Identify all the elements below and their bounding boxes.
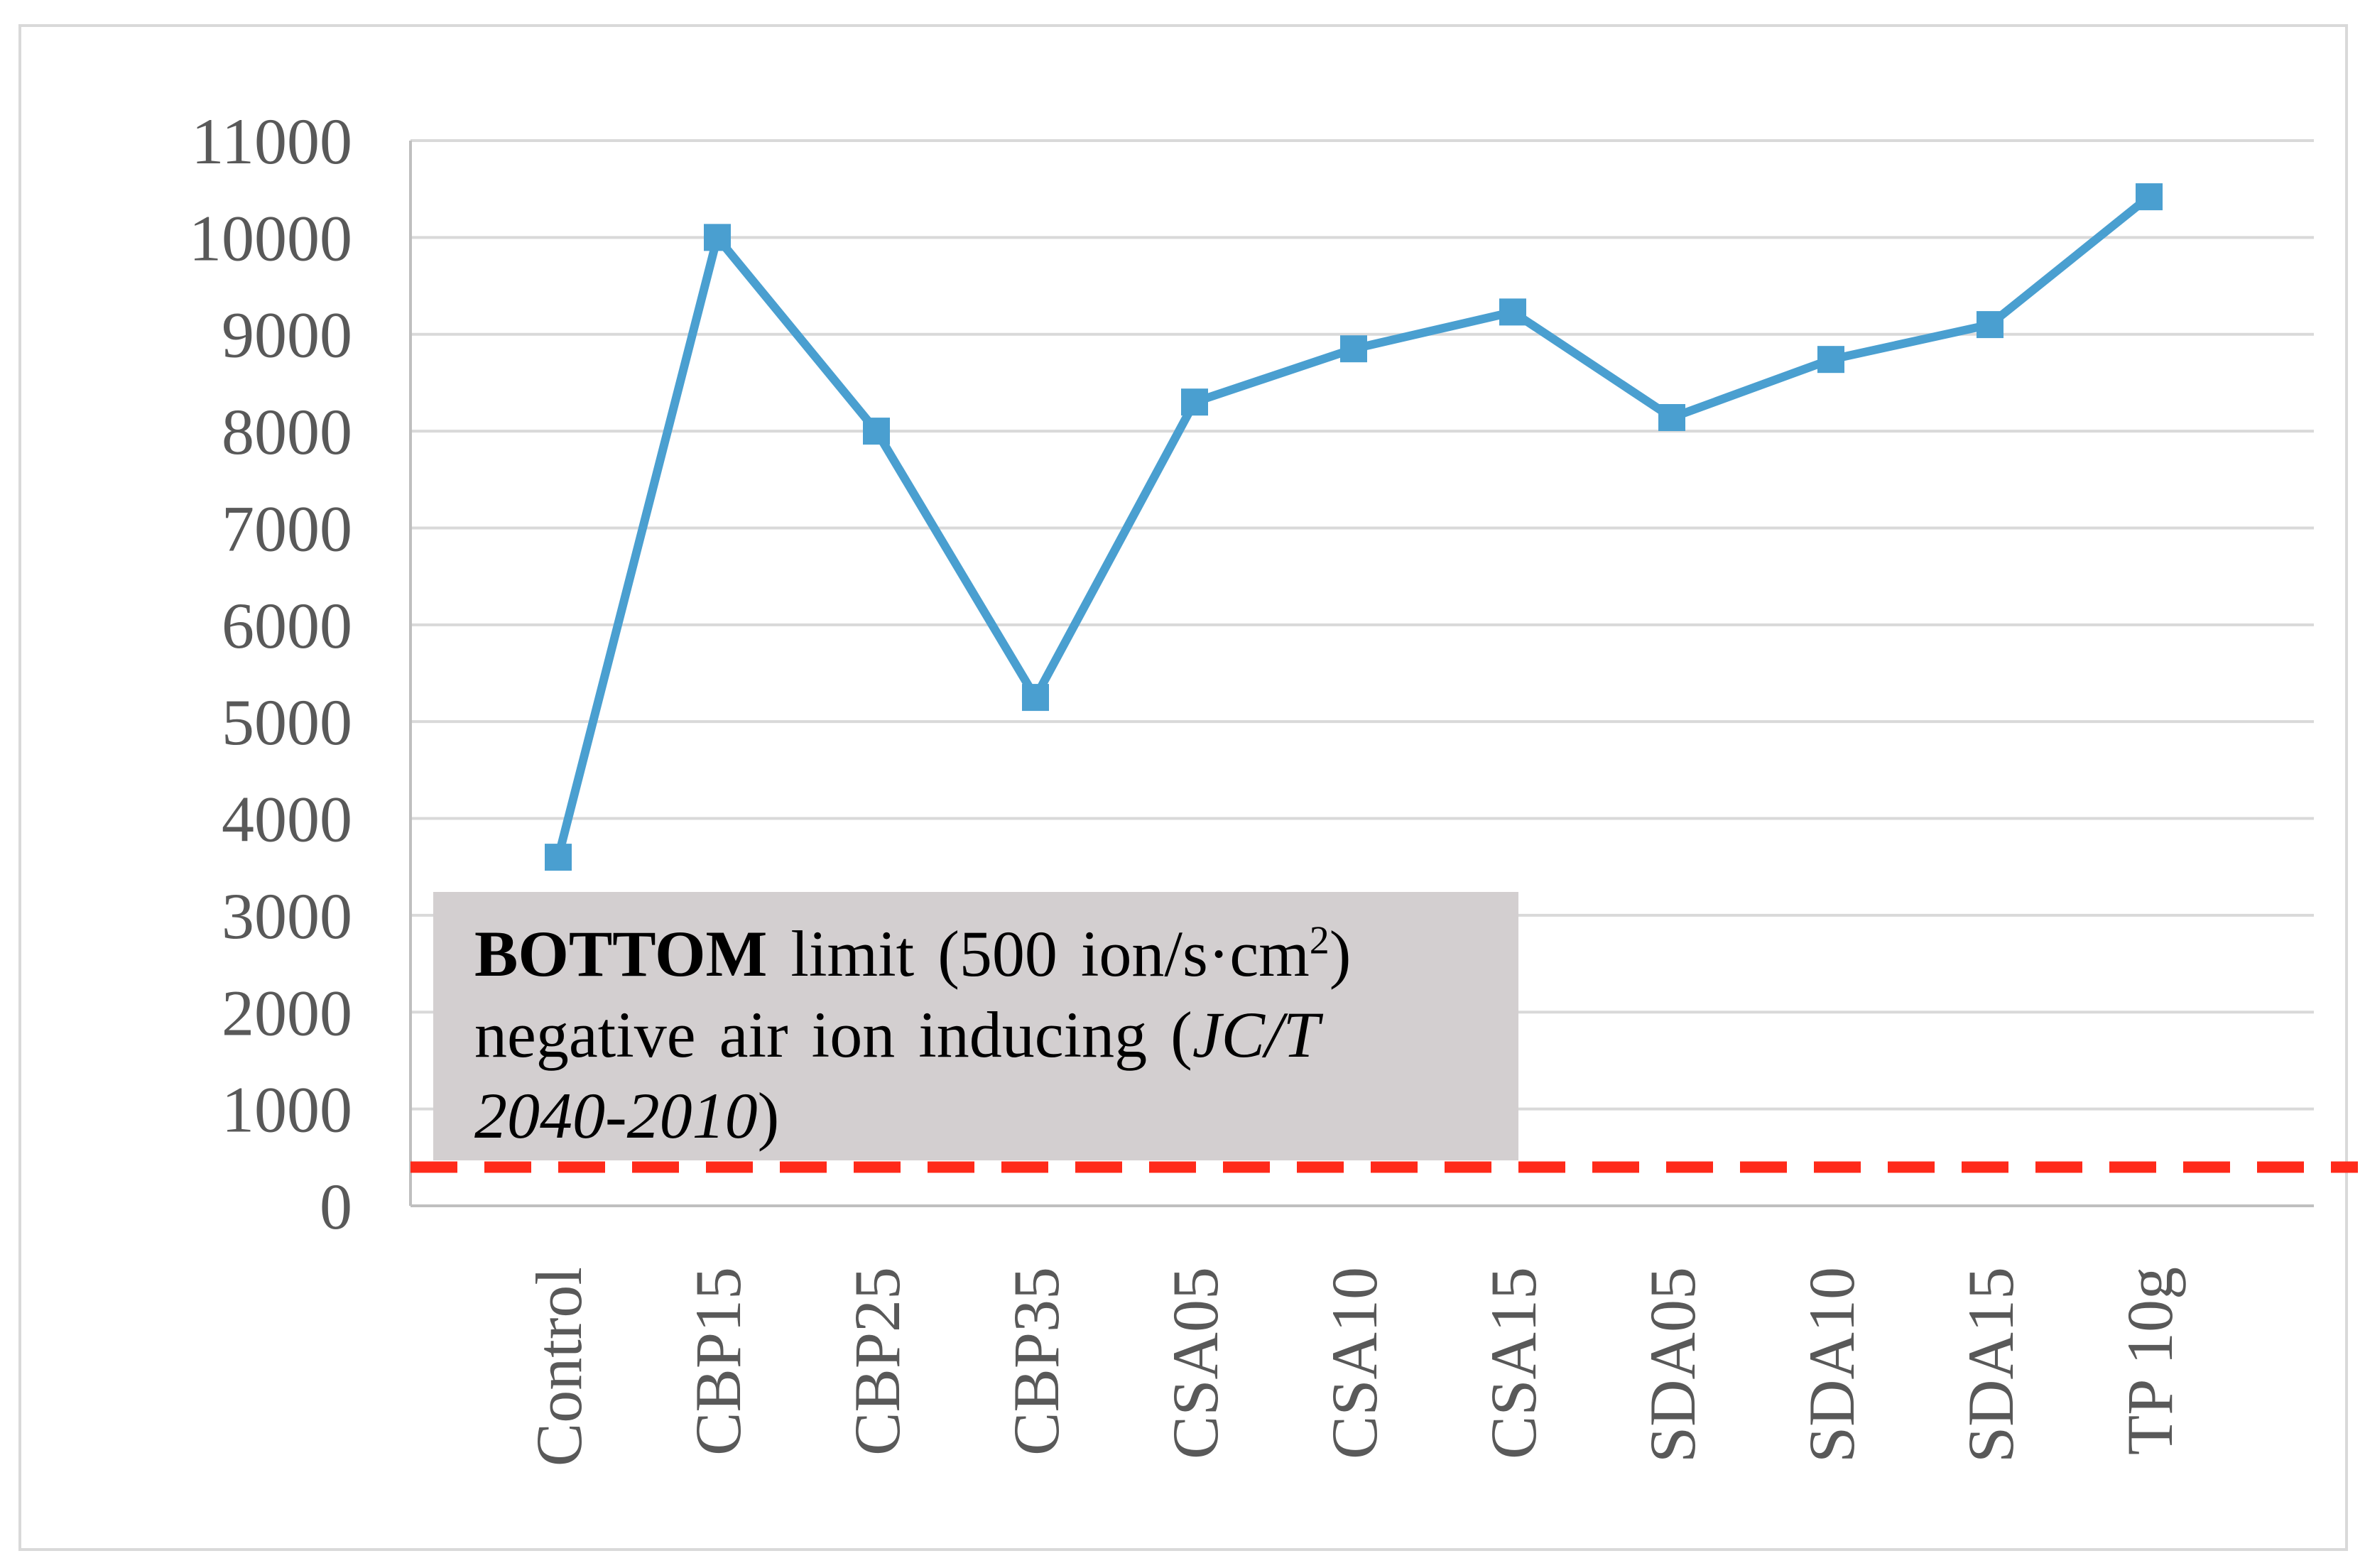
data-point-marker (1022, 684, 1049, 712)
x-tick-label: CSA15 (1477, 1267, 1550, 1459)
y-tick-label: 2000 (222, 976, 352, 1049)
y-tick-label: 3000 (222, 880, 352, 952)
data-point-marker (1340, 335, 1367, 363)
data-point-marker (704, 224, 731, 251)
annotation-line1-close: ) (1329, 918, 1352, 990)
y-tick-label: 1000 (222, 1074, 352, 1146)
data-point-marker (2136, 183, 2163, 211)
y-tick-label: 7000 (222, 492, 352, 565)
x-tick-label: CSA05 (1159, 1267, 1232, 1459)
data-point-marker (863, 418, 890, 445)
x-tick-label: Control (523, 1267, 595, 1466)
x-tick-label: CBP25 (841, 1267, 913, 1456)
annotation-line2: negative air ion inducing ( (474, 998, 1192, 1071)
data-point-marker (1499, 298, 1526, 326)
bottom-limit-annotation: BOTTOM limit (500 ion/s·cm2) negative ai… (433, 892, 1518, 1160)
y-tick-label: 0 (320, 1170, 352, 1243)
data-point-marker (1817, 346, 1844, 374)
x-axis-tick-labels: Control CBP15 CBP25 CBP35 CSA05 CSA10 CSA15 SDA… (523, 1267, 2186, 1466)
y-tick-label: 4000 (222, 783, 352, 856)
x-tick-label: SDA10 (1795, 1267, 1868, 1463)
annotation-line3-italic: 2040-2010 (474, 1079, 758, 1152)
x-tick-label: CBP35 (1000, 1267, 1072, 1456)
annotation-line1: limit (500 ion/s·cm (790, 918, 1310, 990)
x-tick-label: SDA05 (1636, 1267, 1709, 1463)
series-markers (545, 183, 2163, 871)
annotation-line3-close: ) (757, 1079, 780, 1152)
y-tick-label: 9000 (222, 299, 352, 371)
data-point-marker (1181, 388, 1208, 416)
y-tick-label: 10000 (189, 202, 352, 274)
data-point-marker (1658, 404, 1685, 431)
x-tick-label: SDA15 (1954, 1267, 2027, 1463)
x-tick-label: CBP15 (682, 1267, 754, 1456)
annotation-sup: 2 (1309, 918, 1330, 963)
data-point-marker (545, 844, 572, 871)
y-axis-tick-labels: 0 1000 2000 3000 4000 5000 6000 7000 8000 9000 100… (189, 105, 352, 1243)
y-tick-label: 5000 (222, 686, 352, 758)
data-point-marker (1977, 311, 2004, 339)
y-tick-label: 8000 (222, 396, 352, 468)
y-tick-label: 6000 (222, 589, 352, 662)
x-tick-label: TP 10g (2114, 1267, 2186, 1455)
annotation-bold: BOTTOM (474, 918, 768, 990)
x-tick-label: CSA10 (1318, 1267, 1391, 1459)
annotation-line2-italic: JC/T (1192, 998, 1320, 1071)
chart-frame (18, 24, 2348, 1551)
y-tick-label: 11000 (191, 105, 352, 178)
